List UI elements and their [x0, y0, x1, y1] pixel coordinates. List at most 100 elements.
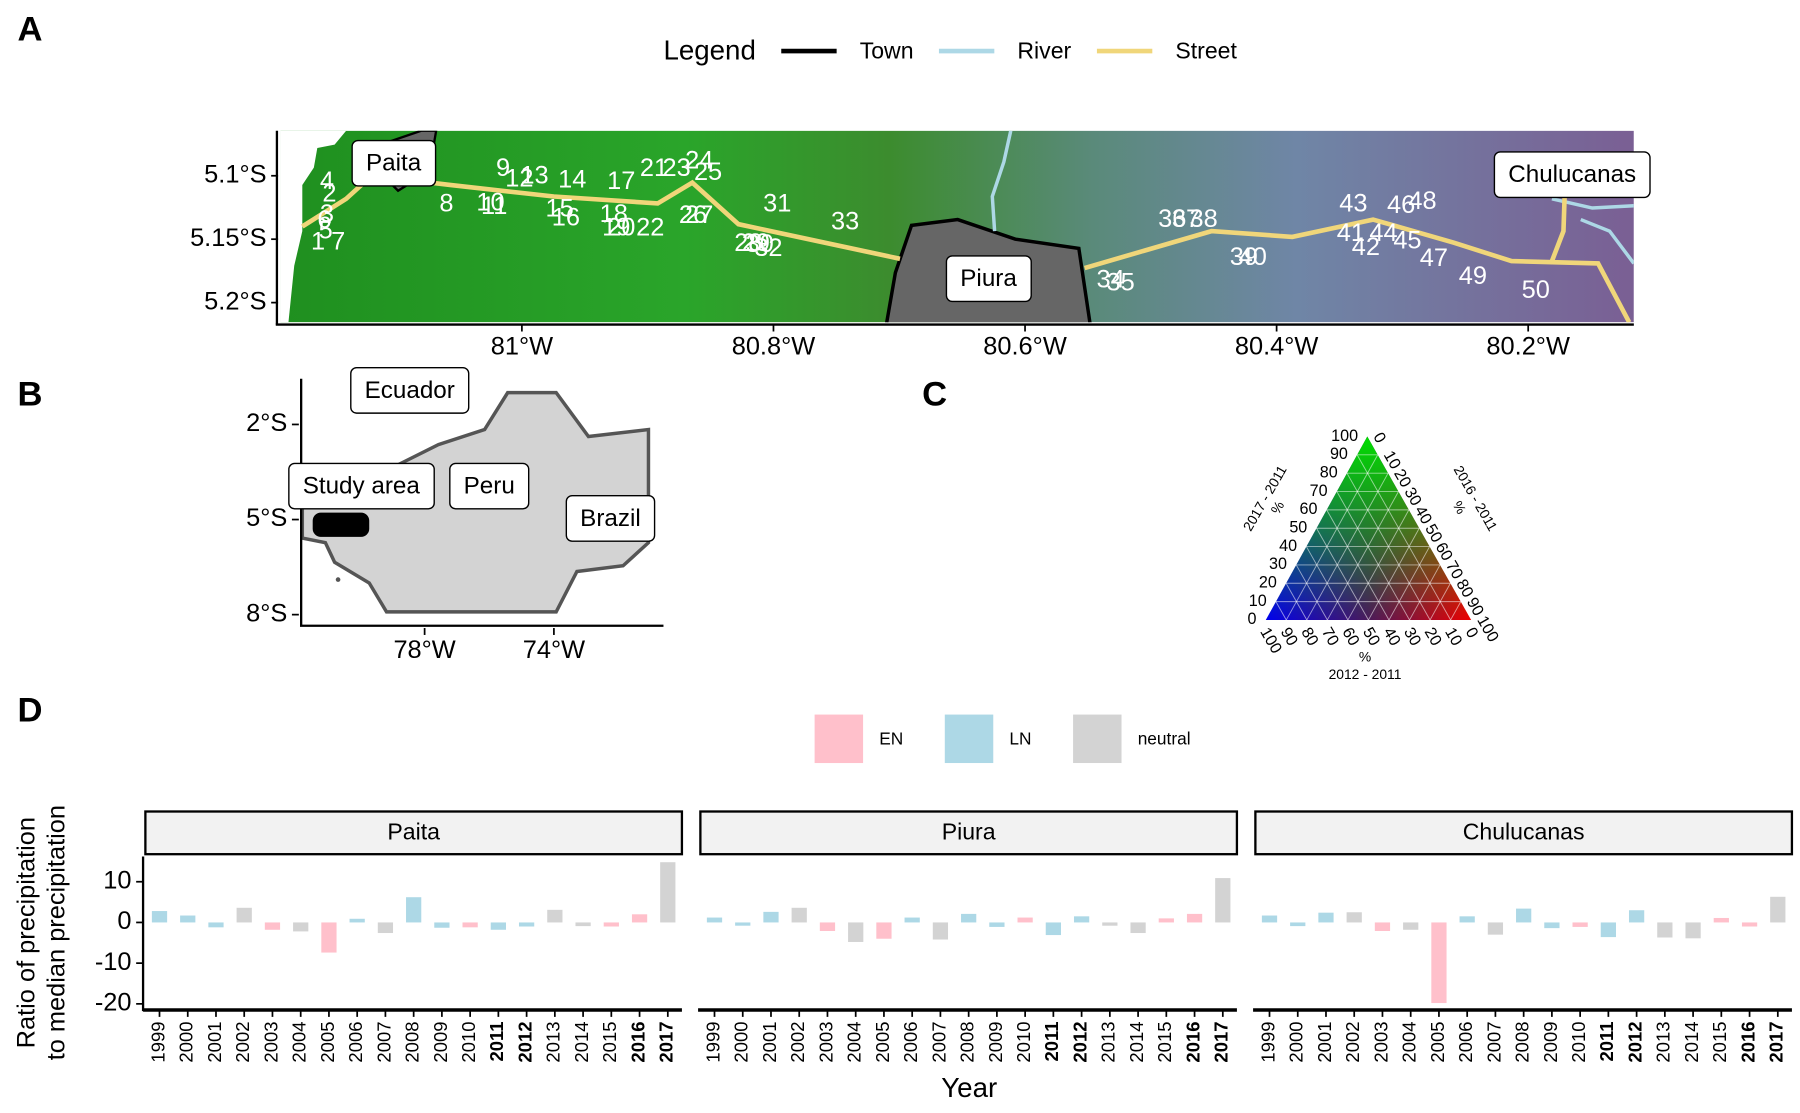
bar	[1130, 922, 1146, 934]
grid-line	[1388, 546, 1431, 621]
site-label: 32	[754, 234, 782, 262]
x-tick-label: 2007	[928, 1021, 949, 1062]
x-tick-label: 2007	[1483, 1022, 1504, 1063]
x-tick-label: 80.4°W	[1235, 332, 1319, 360]
site-label: 33	[831, 207, 859, 235]
site-label: 12	[505, 164, 533, 192]
axis-title: 2017 - 2011	[1239, 462, 1289, 533]
x-tick-label: 2014	[571, 1022, 592, 1063]
x-tick-label: 2013	[1653, 1022, 1674, 1063]
site-label: 18	[600, 200, 628, 228]
river	[990, 130, 1013, 232]
y-tick-label: 5.15°S	[190, 224, 266, 252]
site-label: 15	[546, 195, 574, 223]
bar	[1516, 908, 1532, 923]
tick-label: 30	[1269, 555, 1287, 573]
bar	[1770, 896, 1786, 923]
place-label-box	[449, 462, 530, 510]
site-label: 47	[1420, 244, 1448, 272]
x-tick-label: 2016	[1737, 1022, 1758, 1063]
bar	[490, 922, 506, 930]
axis-unit: %	[1450, 498, 1470, 517]
grid-line	[1285, 454, 1379, 621]
place-label: Peru	[464, 473, 515, 500]
bar	[518, 922, 535, 927]
x-tick-label: 2010	[1013, 1022, 1034, 1063]
x-tick-label: 2015	[599, 1022, 620, 1063]
y-tick-label: -10	[95, 948, 132, 976]
bar	[763, 911, 779, 923]
bar	[1045, 922, 1061, 936]
site-label: 24	[685, 147, 713, 175]
x-tick-label: 2015	[1154, 1021, 1175, 1062]
tick-label: 10	[1441, 624, 1466, 649]
x-tick-label: 2001	[1314, 1021, 1335, 1062]
x-tick-label: 2012	[514, 1022, 535, 1063]
x-tick-label: 2008	[957, 1022, 978, 1063]
bar	[1017, 917, 1033, 923]
site-label: 11	[481, 192, 507, 220]
x-tick-label: 2004	[1399, 1022, 1420, 1063]
tick-label: 70	[1310, 482, 1328, 500]
ocean	[280, 130, 347, 323]
x-tick-label: 2014	[1681, 1021, 1702, 1062]
street	[301, 173, 901, 262]
tick-label: 20	[1421, 624, 1446, 649]
site-label: 21	[640, 154, 668, 182]
legend-label: LN	[1009, 729, 1031, 749]
tick-label: 100	[1331, 427, 1358, 445]
bar	[1459, 916, 1475, 923]
bar	[1431, 922, 1447, 1004]
x-tick-label: 2017	[1211, 1021, 1232, 1062]
grid-line	[1326, 491, 1399, 621]
y-tick-label: 10	[103, 866, 131, 894]
site-label: 4	[320, 167, 334, 195]
site-label: 14	[558, 166, 586, 194]
x-tick-label: 2003	[1370, 1022, 1391, 1063]
bar	[434, 922, 450, 928]
site-label: 44	[1369, 219, 1397, 247]
axis-title: 2016 - 2011	[1451, 463, 1501, 534]
site-label: 43	[1339, 190, 1367, 218]
x-tick-label: 2009	[430, 1022, 451, 1063]
bar	[1346, 912, 1362, 923]
bar	[1487, 922, 1504, 935]
x-tick-label: 2013	[543, 1022, 564, 1063]
grid-line	[1275, 601, 1287, 621]
site-label: 23	[662, 154, 690, 182]
legend-label: neutral	[1138, 729, 1191, 749]
bar	[236, 907, 252, 923]
bar	[1685, 922, 1701, 939]
island	[335, 577, 341, 582]
x-tick-label: 2002	[232, 1022, 253, 1063]
site-label: 38	[1190, 205, 1218, 233]
grid-line	[1336, 491, 1410, 621]
legend-label: Street	[1175, 37, 1237, 63]
tick-label: 80	[1320, 463, 1338, 481]
bar	[1290, 922, 1306, 927]
site-label: 5	[319, 216, 333, 244]
site-label: 8	[439, 190, 453, 218]
x-tick-label: 1999	[702, 1021, 723, 1062]
bar	[1600, 922, 1616, 938]
bar	[660, 862, 676, 923]
facet-title: Paita	[387, 819, 440, 845]
y-axis-title: to median precipitation	[42, 805, 70, 1060]
x-tick-label: 2013	[1098, 1022, 1119, 1063]
grid-line	[1356, 454, 1452, 621]
tick-label: 80	[1297, 624, 1322, 649]
site-label: 37	[1172, 205, 1200, 233]
tick-label: 40	[1279, 537, 1297, 555]
place-label: Ecuador	[365, 377, 455, 404]
site-label: 28	[734, 229, 762, 257]
town-label-box	[945, 255, 1032, 303]
site-label: 36	[1158, 205, 1186, 233]
x-tick-label: 2009	[1540, 1021, 1561, 1062]
x-tick-label: 2007	[373, 1022, 394, 1063]
bar	[321, 922, 337, 953]
tick-label: 50	[1359, 624, 1384, 649]
x-tick-label: 2017	[1766, 1021, 1787, 1062]
x-tick-label: 2016	[627, 1021, 648, 1062]
facet-title: Piura	[942, 819, 996, 845]
x-tick-label: 2006	[1455, 1022, 1476, 1063]
